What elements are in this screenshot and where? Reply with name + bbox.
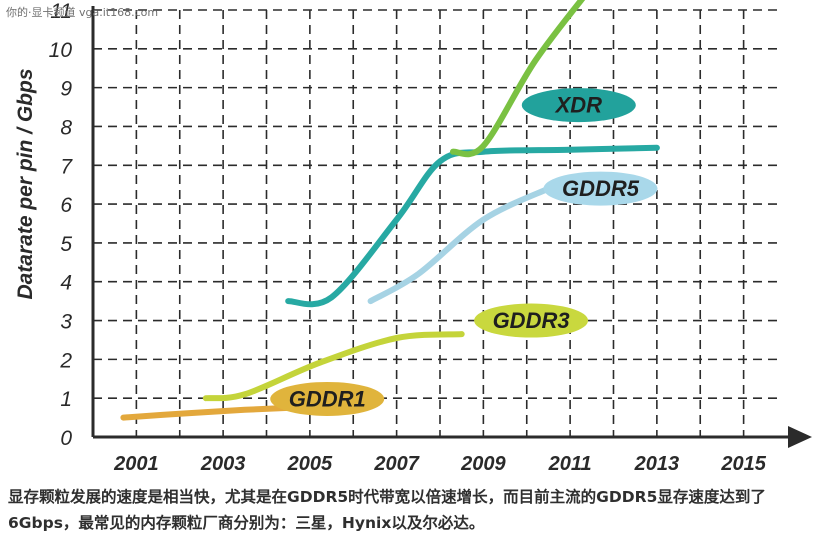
- caption: 显存颗粒发展的速度是相当快，尤其是在GDDR5时代带宽以倍速增长，而目前主流的G…: [8, 488, 766, 532]
- series-line-gddr5: [367, 185, 552, 305]
- y-axis-label: Datarate per pin / Gbps: [14, 68, 37, 299]
- y-tick-label: 9: [60, 78, 72, 101]
- x-tick-label: 2015: [720, 453, 766, 475]
- x-tick-label: 2007: [373, 453, 419, 475]
- y-tick-label: 6: [60, 194, 72, 217]
- y-tick-label: 2: [59, 349, 72, 372]
- series-label-bubble-gddr3: [474, 303, 589, 338]
- series-label-gddr5: GDDR5: [562, 176, 640, 201]
- series-label-xdr: XDR: [554, 93, 603, 118]
- x-axis-arrow: [788, 426, 812, 448]
- series-line-xdr: [285, 144, 660, 308]
- y-tick-label: 7: [60, 155, 73, 178]
- x-tick-label: 2001: [113, 453, 159, 475]
- chart-axes: [91, 6, 812, 448]
- x-tick-labels: 2001 2003 2005 2007 2009 2011 2013 2015: [113, 453, 767, 475]
- y-tick-label: 1: [60, 388, 72, 411]
- y-tick-label: 0: [60, 427, 72, 450]
- y-tick-label: 11: [50, 0, 72, 23]
- x-tick-label: 2011: [548, 453, 592, 475]
- y-tick-label: 10: [49, 39, 73, 62]
- series-line-gddr3: [202, 331, 465, 402]
- x-tick-label: 2003: [200, 453, 246, 475]
- series-label-gddr1: GDDR1: [289, 386, 366, 411]
- x-tick-label: 2013: [634, 453, 680, 475]
- y-tick-labels: 0 1 2 3 4 5 6 7 8 9 10 11: [49, 0, 74, 450]
- chart-series: [120, 0, 660, 421]
- y-tick-label: 5: [60, 233, 72, 256]
- x-tick-label: 2009: [460, 453, 506, 475]
- series-line-gddr1: [120, 404, 292, 421]
- series-label-gddr3: GDDR3: [493, 308, 570, 333]
- series-label-bubble-xdr: [521, 88, 636, 123]
- series-labels: GDDR1 GDDR3 GDDR5 XDR: [270, 88, 658, 416]
- watermark: 你的·显卡频道 vga.it168.com: [6, 6, 159, 19]
- chart-grid: [93, 9, 782, 437]
- x-tick-label: 2005: [287, 453, 333, 475]
- series-label-bubble-gddr1: [270, 381, 385, 416]
- y-tick-label: 3: [60, 311, 72, 334]
- series-line-unlabeled: [450, 0, 586, 158]
- series-label-bubble-gddr5: [543, 171, 658, 206]
- y-tick-label: 4: [60, 272, 72, 295]
- y-tick-label: 8: [60, 116, 72, 139]
